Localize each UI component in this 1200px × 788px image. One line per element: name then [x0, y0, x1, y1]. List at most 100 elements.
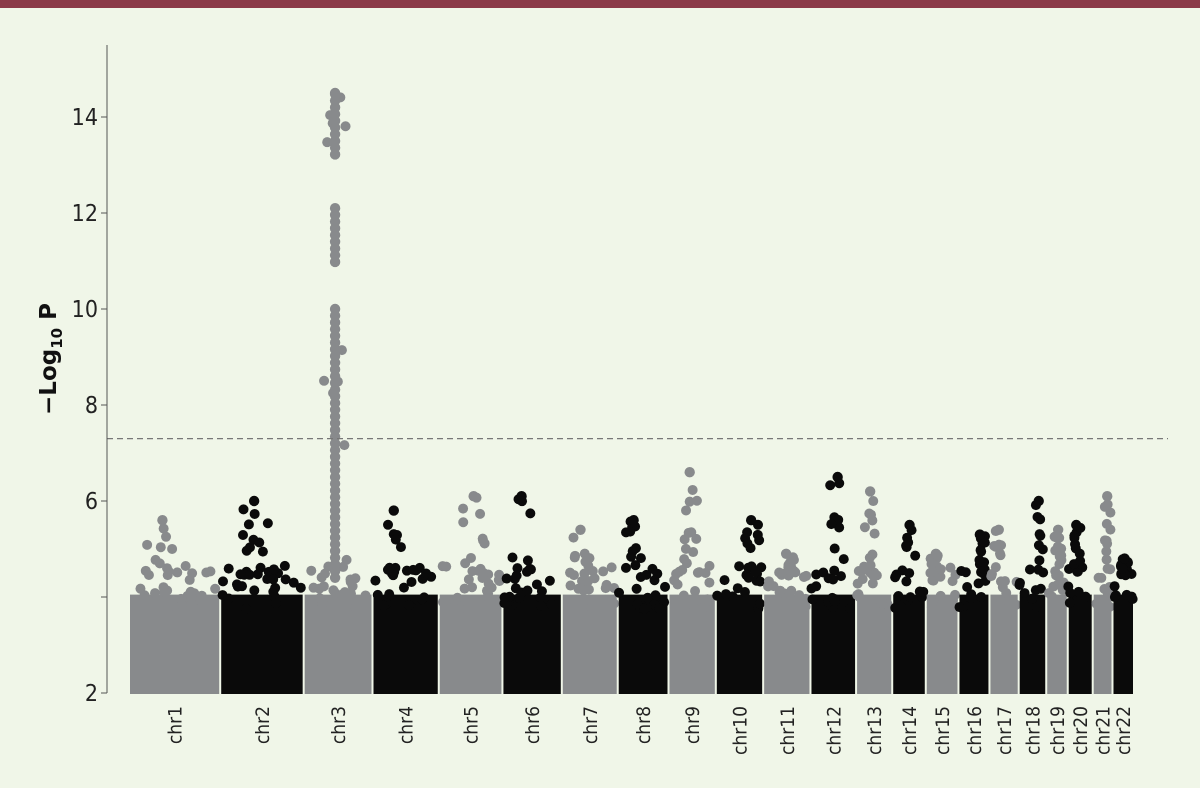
snp-point [976, 546, 987, 557]
snp-point [467, 582, 478, 593]
snp-point [641, 569, 652, 580]
peak-point-chr15 [930, 548, 942, 559]
snp-point [935, 590, 946, 601]
snp-point [465, 552, 476, 563]
snp-point [395, 542, 406, 553]
snp-point [583, 560, 594, 571]
x-tick-label-chr20: chr20 [1070, 706, 1092, 755]
snp-point [1099, 584, 1110, 595]
series-chr7 [562, 524, 620, 694]
snp-point [390, 534, 401, 545]
snp-point [1031, 601, 1042, 612]
snp-point [876, 598, 887, 609]
peak-point-chr20 [1071, 519, 1082, 531]
peak-point-chr9 [684, 467, 695, 478]
snp-point [1069, 532, 1080, 543]
snp-point [295, 582, 306, 593]
snp-point [441, 561, 452, 572]
snp-point [742, 538, 753, 549]
y-axis-label: −Log10 P [36, 303, 66, 415]
snp-point [507, 552, 518, 563]
snp-point [322, 137, 333, 148]
snp-point [845, 603, 856, 614]
peak-point-chr18 [1033, 495, 1044, 507]
y-tick-label: 10 [72, 297, 98, 323]
snp-point [606, 562, 617, 573]
snp-point [268, 564, 279, 575]
snp-point [681, 558, 692, 569]
snp-point [308, 598, 319, 609]
snp-point [1034, 555, 1045, 566]
peak-point-chr16 [974, 529, 986, 540]
dense-points-chr17 [990, 594, 1018, 694]
snp-point [620, 562, 631, 573]
snp-point [694, 567, 705, 578]
snp-point [598, 566, 609, 577]
snp-point [483, 578, 494, 589]
snp-point [927, 566, 938, 577]
snp-point [180, 560, 191, 571]
snp-point [734, 561, 745, 572]
snp-point [186, 593, 197, 604]
y-tick-label: 12 [72, 201, 98, 227]
snp-point [1070, 543, 1081, 554]
snp-point [238, 504, 249, 515]
snp-point [1105, 524, 1116, 535]
snp-point [458, 517, 469, 528]
snp-point [248, 534, 259, 545]
snp-point [1117, 563, 1128, 574]
snp-point [249, 585, 260, 596]
snp-point [565, 580, 576, 591]
snp-point [986, 568, 997, 579]
x-tick-label-chr18: chr18 [1022, 706, 1044, 755]
peak-point-chr14 [904, 519, 915, 531]
peak-point-chr10 [745, 515, 757, 526]
snp-point [308, 582, 319, 593]
peak-point-chr11 [780, 548, 792, 559]
series-chr8 [614, 515, 671, 694]
snp-point [974, 554, 985, 565]
snp-point [683, 527, 694, 538]
snp-point [522, 555, 533, 566]
snp-point [1033, 564, 1044, 575]
snp-point [798, 571, 809, 582]
dense-points-chr13 [857, 594, 892, 694]
snp-point [1037, 544, 1048, 555]
x-tick-label-chr17: chr17 [994, 706, 1016, 755]
snp-point [1110, 590, 1121, 601]
snp-point [630, 543, 641, 554]
y-axis-label-suffix: P [36, 303, 62, 328]
snp-point [586, 602, 597, 613]
snp-point [945, 562, 956, 573]
snp-point [1080, 591, 1091, 602]
snp-point [947, 576, 958, 587]
snp-point [535, 600, 546, 611]
snp-point [868, 570, 879, 581]
snp-point [262, 518, 273, 529]
snp-point [635, 553, 646, 564]
snp-point [318, 581, 329, 592]
snp-point [525, 508, 536, 519]
snp-point [864, 508, 875, 519]
snp-point [719, 575, 730, 586]
snp-point [743, 572, 754, 583]
snp-point [154, 558, 165, 569]
snp-point [639, 603, 650, 614]
snp-point [834, 522, 845, 533]
y-tick-label: 14 [72, 105, 98, 131]
snp-point [345, 576, 356, 587]
peak-point-chr2 [248, 495, 260, 507]
snp-point [776, 569, 787, 580]
snp-point [241, 545, 252, 556]
snp-point [754, 598, 765, 609]
snp-point [631, 583, 642, 594]
snp-point [829, 543, 840, 554]
snp-point [1027, 593, 1038, 604]
snp-point [995, 550, 1006, 561]
snp-point [167, 543, 178, 554]
x-tick-label-chr21: chr21 [1093, 706, 1115, 755]
snp-point [868, 496, 879, 507]
snp-point [568, 532, 579, 543]
snp-point [807, 594, 818, 605]
snp-point [370, 575, 381, 586]
